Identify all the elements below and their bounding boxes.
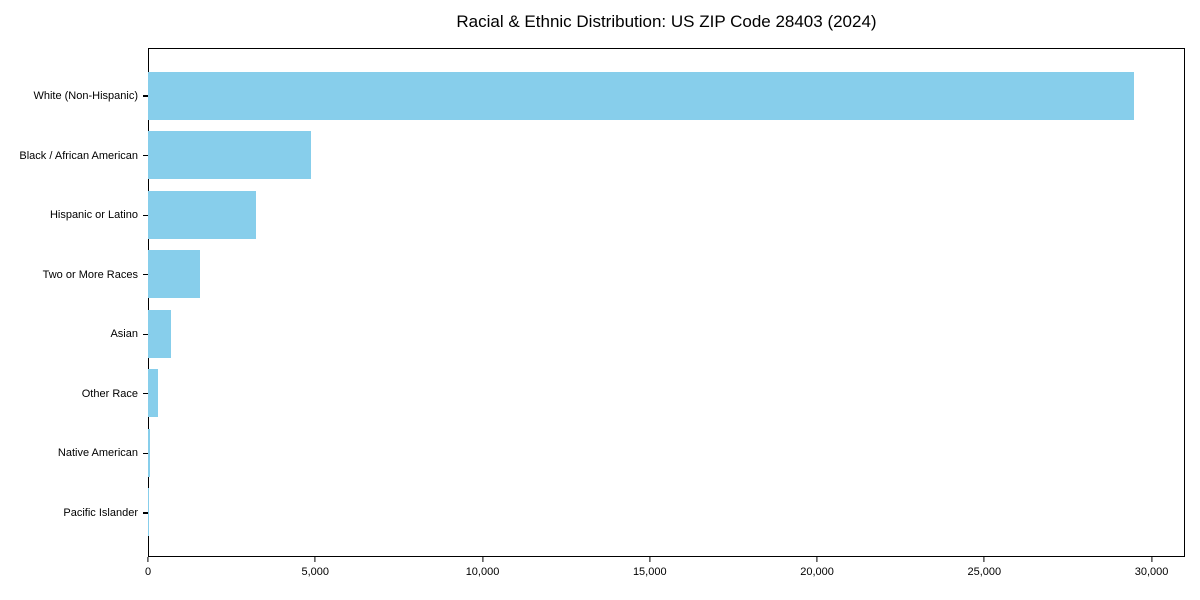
x-tick-mark [983,557,985,562]
x-tick-label-25000: 25,000 [967,566,1002,578]
bar-white-non-hispanic [147,71,1135,120]
x-tick-label-20000: 20,000 [800,566,834,578]
x-tick-mark [649,557,651,562]
bar-two-or-more-races [147,250,201,299]
y-tick-label-black-african-american: Black / African American [19,149,138,162]
y-tick-mark [143,452,148,454]
y-tick-mark [143,512,148,514]
bar-other-race [147,369,158,418]
x-tick-mark [481,557,484,562]
bars-layer [147,48,1185,557]
y-tick-mark [143,154,148,157]
bar-asian [147,309,171,358]
x-axis-ticks-layer: 0 5,000 10,000 15,000 20,000 25,000 30,000 [144,557,1185,587]
y-tick-label-white-non-hispanic: White (Non-Hispanic) [33,90,138,102]
y-tick-mark [143,393,148,395]
y-tick-label-hispanic-or-latino: Hispanic or Latino [49,209,138,222]
y-tick-label-asian: Asian [110,328,138,341]
y-tick-label-pacific-islander: Pacific Islander [63,506,138,519]
x-tick-label-15000: 15,000 [632,566,667,578]
y-tick-label-two-or-more-races: Two or More Races [42,268,138,281]
plot-area [147,48,1185,557]
bar-native-american [147,428,151,477]
y-tick-mark [143,95,148,97]
y-tick-mark [143,214,148,216]
x-tick-mark [1150,557,1153,562]
y-axis-ticks-layer: White (Non-Hispanic) Black / African Amer… [0,48,148,557]
x-tick-label-30000: 30,000 [1134,566,1169,578]
y-tick-mark [143,333,148,335]
bar-black-african-american [147,131,312,180]
y-tick-label-other-race: Other Race [81,387,138,400]
y-tick-label-native-american: Native American [57,447,138,460]
chart-title: Racial & Ethnic Distribution: US ZIP Cod… [456,12,877,31]
x-tick-label-0: 0 [144,566,152,578]
x-tick-mark [147,557,149,562]
x-tick-label-10000: 10,000 [465,566,500,578]
x-tick-mark [314,557,316,562]
y-tick-mark [143,274,148,276]
x-tick-label-5000: 5,000 [301,566,330,578]
x-tick-mark [816,557,818,562]
bar-hispanic-or-latino [147,190,257,239]
